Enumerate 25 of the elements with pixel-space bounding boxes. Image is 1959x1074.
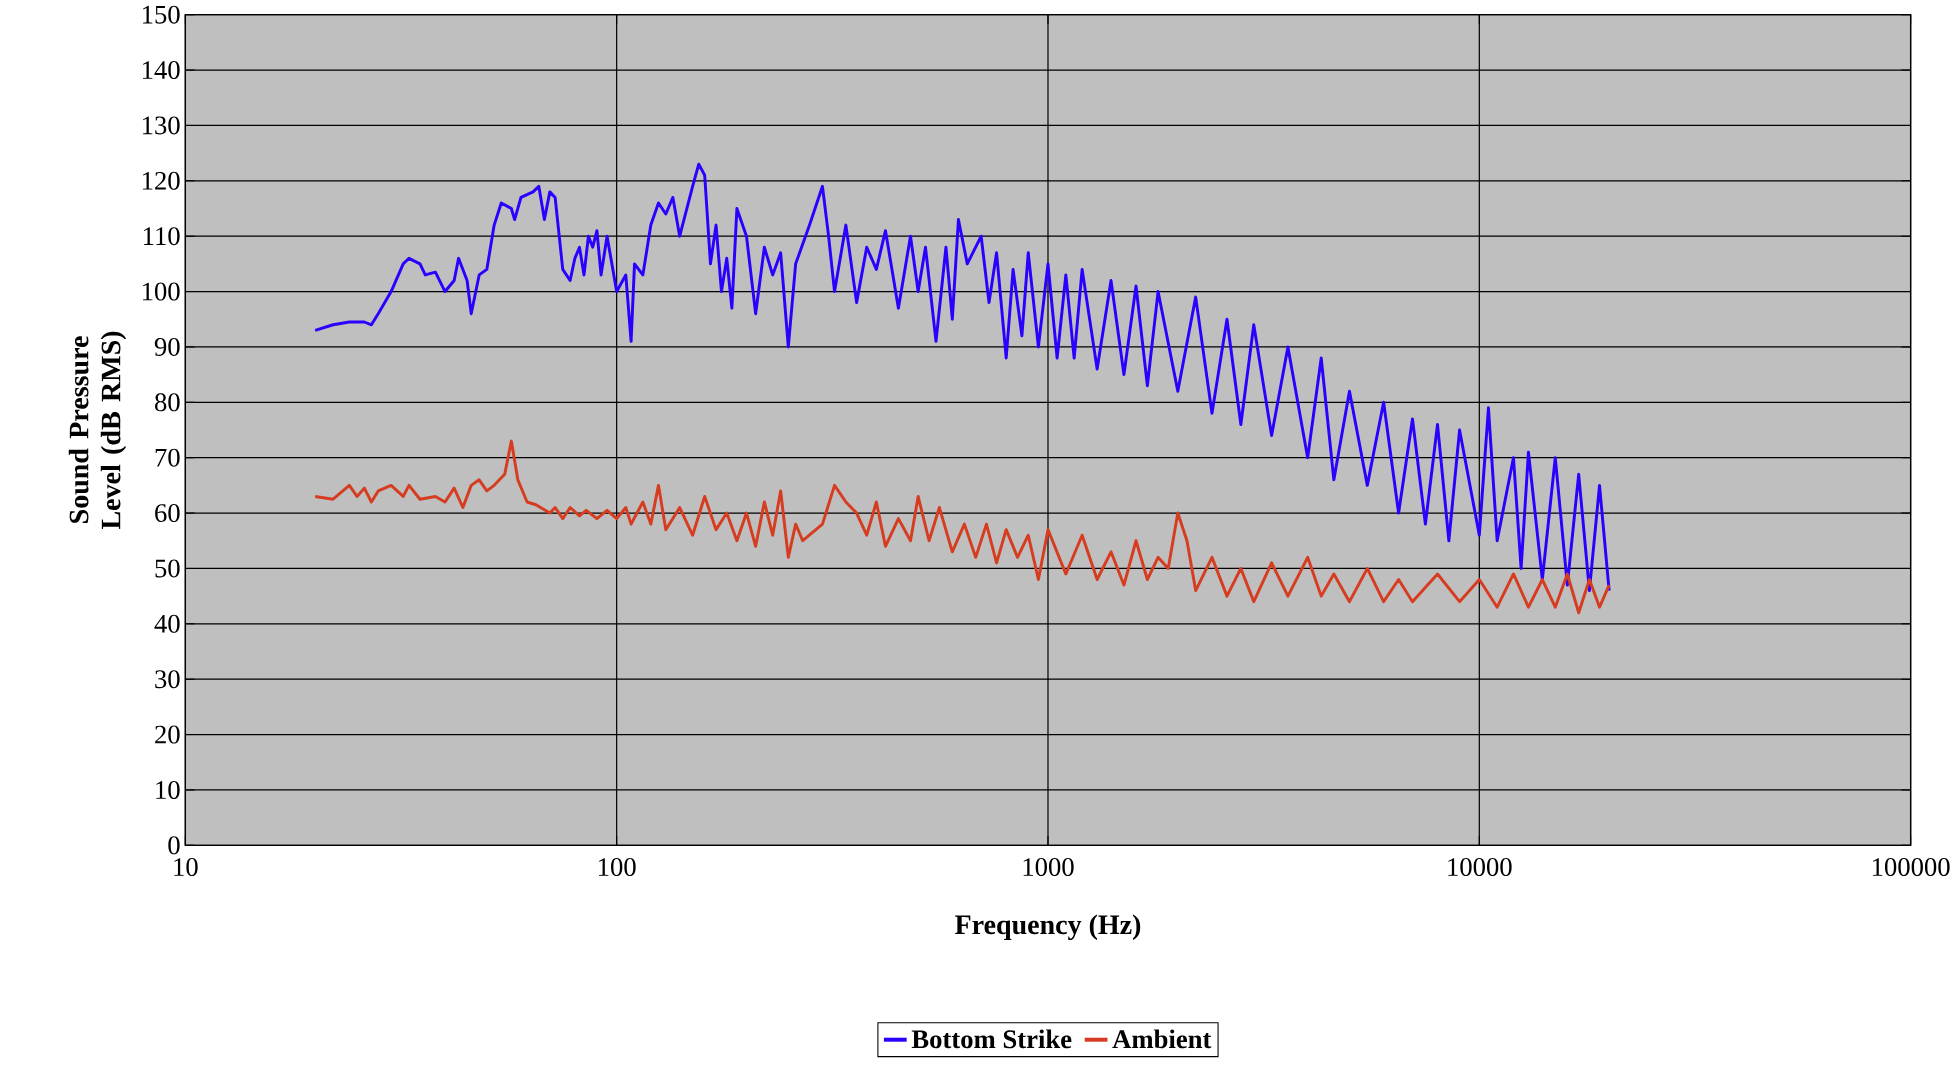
x-tick-label: 100 (599, 858, 636, 877)
y-tick-label: 80 (155, 393, 180, 412)
y-tick-label: 100 (142, 282, 180, 301)
x-axis-title: Frequency (Hz) (955, 914, 1141, 940)
y-tick-label: 150 (142, 5, 180, 24)
y-tick-label: 10 (156, 780, 180, 799)
y-tick-label: 60 (155, 504, 180, 523)
y-tick-label: 70 (155, 448, 180, 467)
y-tick-label: 90 (154, 337, 180, 356)
y-tick-label: 30 (155, 670, 180, 689)
x-tick-label: 10000 (1448, 858, 1512, 877)
y-tick-label: 0 (168, 836, 180, 855)
y-tick-label: 140 (142, 61, 180, 80)
x-tick-label: 100000 (1872, 858, 1950, 877)
y-tick-label: 110 (143, 227, 180, 246)
y-tick-label: 40 (154, 614, 180, 633)
y-tick-label: 120 (142, 171, 180, 190)
x-tick-label: 1000 (1023, 858, 1074, 877)
legend-label: Bottom Strike (911, 1029, 1072, 1049)
y-tick-label: 130 (142, 116, 180, 135)
legend-label: Ambient (1112, 1029, 1212, 1049)
y-tick-label: 20 (155, 725, 180, 744)
y-tick-label: 50 (155, 559, 180, 578)
x-tick-label: 10 (174, 858, 198, 877)
y-axis-title: Sound Pressure Level (dB RMS) (68, 331, 127, 530)
